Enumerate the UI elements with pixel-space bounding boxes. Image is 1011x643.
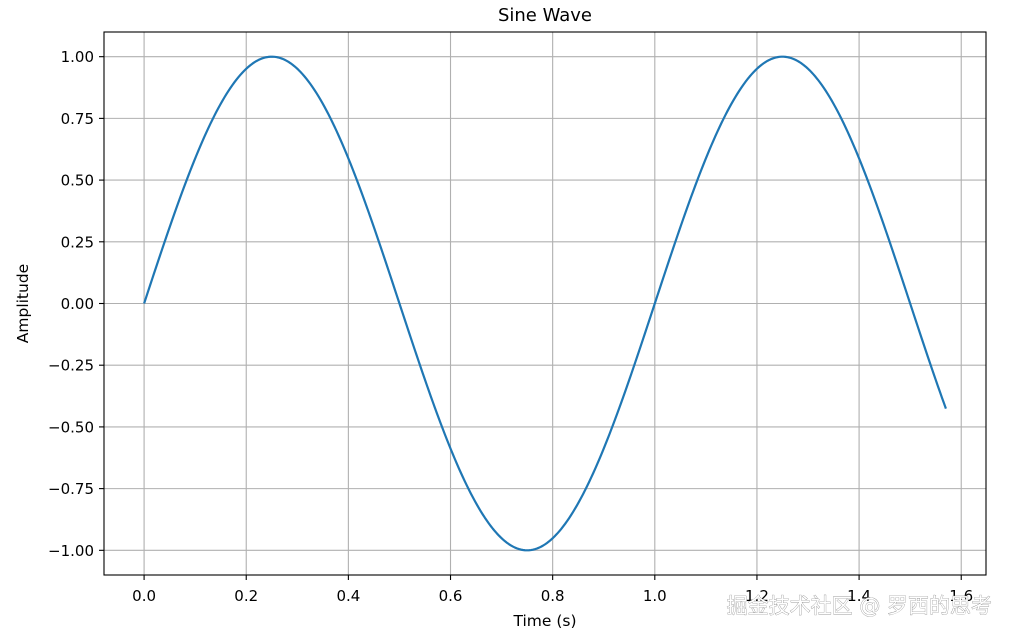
y-axis-title: Amplitude: [14, 264, 32, 343]
y-tick-label: −0.25: [48, 357, 94, 375]
y-tick-label: 1.00: [61, 48, 94, 66]
y-tick-label: −0.75: [48, 480, 94, 498]
x-axis-title: Time (s): [512, 612, 576, 630]
plot-series: [143, 55, 947, 552]
x-tick-label: 0.2: [234, 587, 258, 605]
x-tick-label: 1.2: [745, 587, 769, 605]
x-tick-label: 1.0: [643, 587, 667, 605]
y-tick-label: −1.00: [48, 542, 94, 560]
sine-series-line: [143, 55, 947, 552]
watermark: 掘金技术社区 @ 罗西的思考: [727, 594, 992, 618]
x-tick-label: 0.0: [132, 587, 156, 605]
axis-ticks: 0.0 0.2 0.4 0.6 0.8 1.0 1.2 1.4 1.6 1.00 0.75 0.50 0…: [48, 48, 973, 605]
x-tick-label: 0.6: [439, 587, 463, 605]
x-tick-label: 0.8: [541, 587, 565, 605]
y-tick-label: 0.25: [61, 233, 94, 251]
x-tick-label: 1.6: [949, 587, 973, 605]
y-tick-label: −0.50: [48, 418, 94, 436]
y-tick-label: 0.00: [61, 295, 94, 313]
grid-lines: [104, 32, 986, 575]
x-tick-label: 0.4: [336, 587, 360, 605]
x-tick-label: 1.4: [847, 587, 871, 605]
y-tick-label: 0.75: [61, 110, 94, 128]
chart-title: Sine Wave: [498, 5, 592, 26]
y-tick-label: 0.50: [61, 172, 94, 190]
